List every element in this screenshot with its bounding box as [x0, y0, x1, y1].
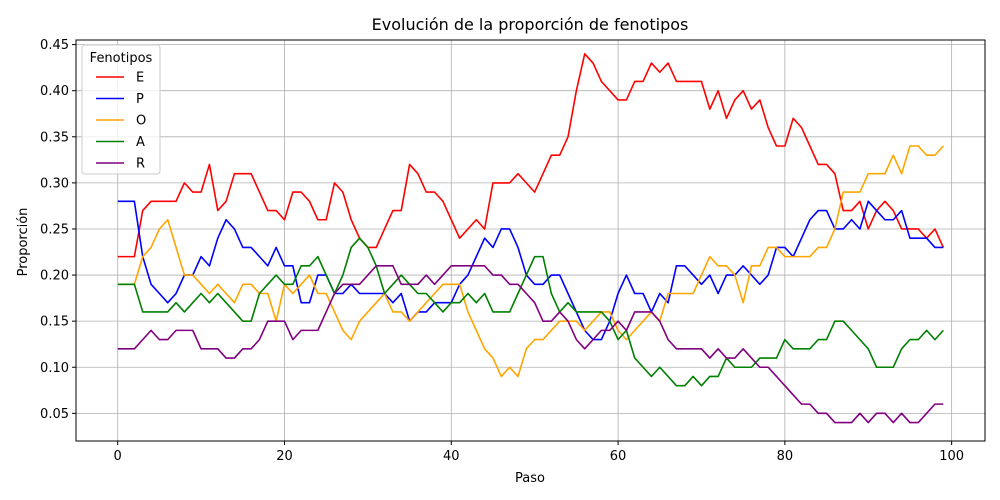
legend-label-o: O — [136, 114, 146, 129]
x-tick-label: 100 — [939, 449, 964, 464]
x-tick-label: 20 — [276, 449, 293, 464]
x-axis-label: Paso — [515, 471, 545, 486]
y-tick-label: 0.45 — [40, 38, 69, 53]
series-line-o — [117, 145, 944, 378]
x-tick-label: 40 — [443, 449, 460, 464]
series-line-r — [117, 265, 944, 424]
y-tick-label: 0.20 — [40, 269, 69, 284]
x-tick-label: 0 — [114, 449, 122, 464]
y-tick-label: 0.25 — [40, 222, 69, 237]
y-axis-label: Proporción — [16, 208, 31, 277]
x-tick-label: 60 — [610, 449, 627, 464]
plot-frame — [75, 39, 986, 442]
legend-label-a: A — [136, 135, 145, 150]
y-tick-label: 0.10 — [40, 361, 69, 376]
series-line-p — [117, 200, 944, 341]
series-lines — [117, 53, 945, 424]
x-tick-label: 80 — [777, 449, 794, 464]
y-tick-label: 0.05 — [40, 407, 69, 422]
series-line-e — [117, 53, 945, 258]
y-tick-label: 0.30 — [40, 176, 69, 191]
legend-title: Fenotipos — [90, 51, 153, 66]
y-tick-label: 0.15 — [40, 315, 69, 330]
axis-ticks: 0 20 40 60 80 100 0.05 0.10 0.15 0.20 0.25 0.30 0.35… — [40, 38, 964, 464]
legend-label-e: E — [136, 71, 144, 86]
y-tick-label: 0.40 — [40, 84, 69, 99]
series-line-a — [117, 237, 944, 387]
grid — [76, 40, 985, 441]
chart-title: Evolución de la proporción de fenotipos — [372, 15, 689, 34]
legend-label-p: P — [136, 92, 144, 107]
legend-label-r: R — [136, 157, 145, 172]
y-tick-label: 0.35 — [40, 130, 69, 145]
